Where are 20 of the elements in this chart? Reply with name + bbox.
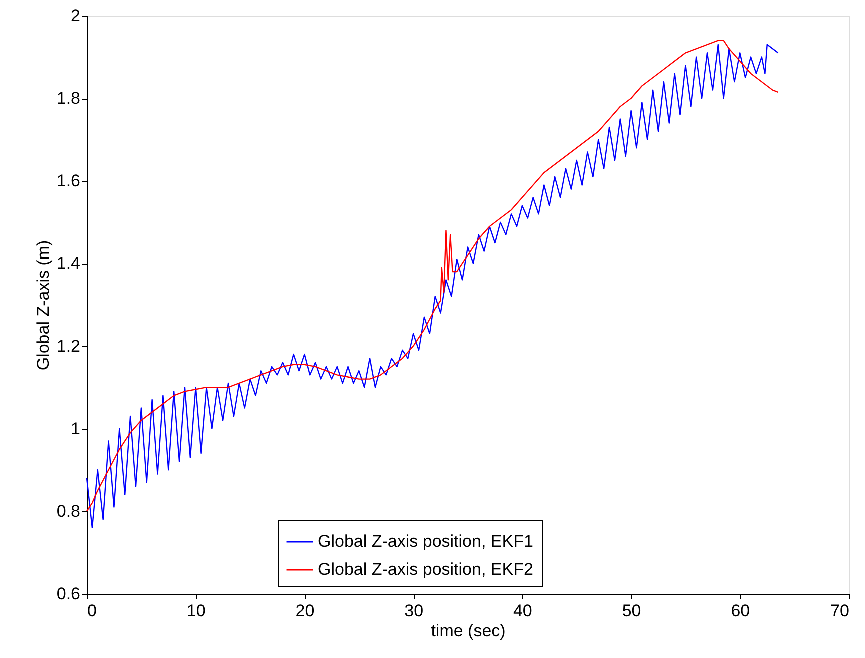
x-tick-label: 70 — [830, 602, 850, 620]
y-tick-label: 0.6 — [56, 584, 80, 604]
y-tick-label: 1 — [71, 419, 80, 438]
y-tick-label: 1.4 — [56, 254, 80, 274]
x-tick-label: 30 — [404, 602, 424, 620]
y-axis-title: Global Z-axis (m) — [34, 240, 53, 371]
legend-label: Global Z-axis position, EKF2 — [318, 560, 534, 579]
x-tick-label: 50 — [622, 602, 642, 620]
y-tick-label: 0.8 — [56, 502, 80, 521]
x-tick-label: 60 — [731, 602, 750, 620]
x-tick-label: 40 — [513, 602, 532, 620]
legend-label: Global Z-axis position, EKF1 — [318, 532, 534, 551]
x-tick-label: 0 — [88, 602, 97, 620]
y-tick-label: 1.8 — [56, 89, 80, 108]
y-tick-label: 1.6 — [56, 172, 80, 191]
y-tick-label: 2 — [71, 6, 80, 26]
x-tick-label: 20 — [296, 602, 315, 620]
x-tick-label: 10 — [186, 602, 206, 620]
y-tick-label: 1.2 — [56, 336, 80, 356]
x-axis-title: time (sec) — [431, 622, 506, 640]
